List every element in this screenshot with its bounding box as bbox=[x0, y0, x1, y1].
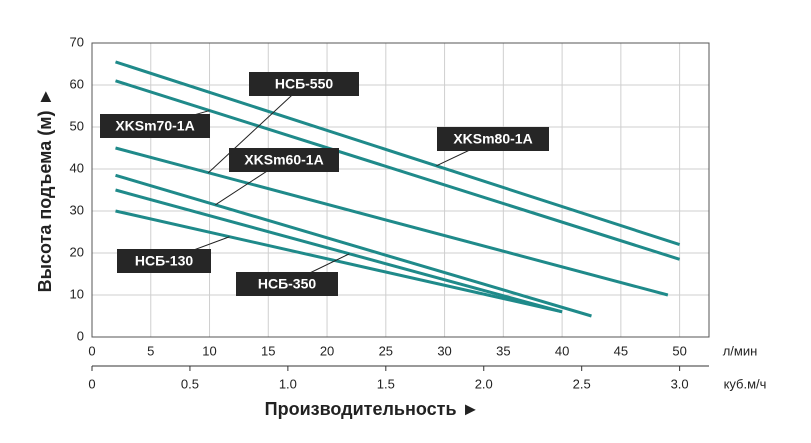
x-title: Производительность ► bbox=[265, 399, 480, 419]
y-tick-label: 30 bbox=[70, 202, 84, 217]
legend-label: НСБ-130 bbox=[135, 253, 194, 269]
y-title: Высота подъема (м) ► bbox=[35, 88, 55, 293]
x-tick-label: 15 bbox=[261, 343, 275, 358]
x-tick-label: 20 bbox=[320, 343, 334, 358]
x2-tick-label: 2.5 bbox=[573, 376, 591, 391]
x2-tick-label: 0 bbox=[88, 376, 95, 391]
y-tick-label: 20 bbox=[70, 244, 84, 259]
legend-box bbox=[100, 114, 210, 138]
series-line bbox=[115, 173, 592, 318]
legend-label: НСБ-350 bbox=[258, 276, 317, 292]
legend-box bbox=[229, 148, 339, 172]
series-line bbox=[115, 60, 681, 247]
x-tick-label: 10 bbox=[202, 343, 216, 358]
legend-label: XKSm70-1A bbox=[115, 118, 194, 134]
x-tick-label: 30 bbox=[437, 343, 451, 358]
legend-label: XKSm60-1A bbox=[244, 152, 323, 168]
legend-label: XKSm80-1A bbox=[453, 131, 532, 147]
y-tick-label: 60 bbox=[70, 76, 84, 91]
x-unit: л/мин bbox=[723, 343, 758, 358]
leader-line bbox=[208, 83, 305, 174]
x-tick-label: 45 bbox=[614, 343, 628, 358]
series-line bbox=[115, 209, 563, 314]
x2-tick-label: 0.5 bbox=[181, 376, 199, 391]
legend-box bbox=[437, 127, 549, 151]
legend-box bbox=[249, 72, 359, 96]
x-tick-label: 50 bbox=[672, 343, 686, 358]
series-line bbox=[115, 188, 563, 314]
x2-tick-label: 2.0 bbox=[475, 376, 493, 391]
legend-box bbox=[117, 249, 211, 273]
x-tick-label: 5 bbox=[147, 343, 154, 358]
series-line bbox=[115, 146, 669, 297]
x-tick-label: 25 bbox=[379, 343, 393, 358]
legend-label: НСБ-550 bbox=[275, 76, 334, 92]
x-tick-label: 40 bbox=[555, 343, 569, 358]
y-tick-label: 0 bbox=[77, 328, 84, 343]
x2-tick-label: 1.0 bbox=[279, 376, 297, 391]
y-tick-label: 40 bbox=[70, 160, 84, 175]
y-tick-label: 70 bbox=[70, 34, 84, 49]
legend-box bbox=[236, 272, 338, 296]
x-tick-label: 0 bbox=[88, 343, 95, 358]
y-tick-label: 10 bbox=[70, 286, 84, 301]
x2-unit: куб.м/ч bbox=[724, 376, 767, 391]
x2-tick-label: 3.0 bbox=[671, 376, 689, 391]
plot-frame bbox=[91, 42, 710, 338]
y-tick-label: 50 bbox=[70, 118, 84, 133]
x2-tick-label: 1.5 bbox=[377, 376, 395, 391]
x-tick-label: 35 bbox=[496, 343, 510, 358]
